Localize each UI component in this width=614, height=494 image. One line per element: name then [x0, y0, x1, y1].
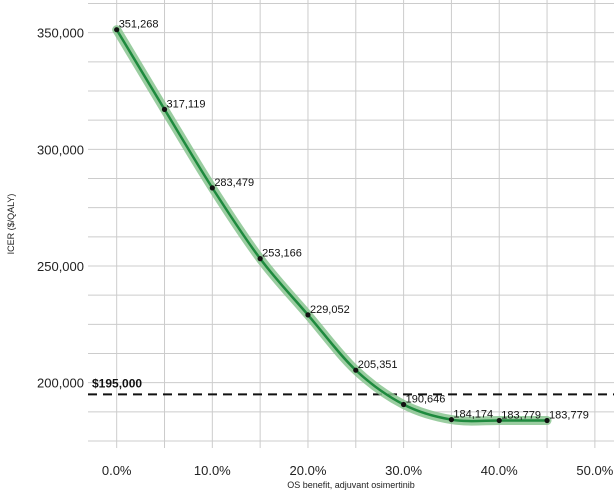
confidence-band-path [117, 30, 547, 421]
x-tick-label: 40.0% [481, 463, 518, 478]
y-tick-label: 250,000 [37, 259, 84, 274]
data-label: 229,052 [310, 304, 350, 316]
y-axis-title: ICER ($/QALY) [6, 194, 16, 255]
icer-line [117, 30, 547, 421]
y-tick-label: 200,000 [37, 376, 84, 391]
x-tick-label: 20.0% [290, 463, 327, 478]
data-label: 190,646 [406, 393, 446, 405]
data-label: 283,479 [214, 177, 254, 189]
data-label: 253,166 [262, 248, 302, 260]
threshold-label: $195,000 [92, 376, 142, 390]
y-tick-label: 300,000 [37, 142, 84, 157]
confidence-band [117, 30, 547, 421]
x-axis-title: OS benefit, adjuvant osimertinib [287, 480, 415, 490]
threshold-line-group: $195,000 [88, 376, 614, 394]
data-label: 183,779 [501, 410, 541, 422]
data-label: 184,174 [453, 409, 493, 421]
grid [88, 0, 614, 448]
data-label: 351,268 [119, 19, 159, 31]
y-tick-label: 350,000 [37, 26, 84, 41]
x-tick-label: 30.0% [385, 463, 422, 478]
icer-series [117, 30, 547, 421]
data-label: 183,779 [549, 410, 589, 422]
data-label: 317,119 [167, 98, 206, 110]
x-tick-label: 50.0% [576, 463, 613, 478]
x-tick-label: 10.0% [194, 463, 231, 478]
x-tick-label: 0.0% [102, 463, 132, 478]
data-label: 205,351 [358, 359, 398, 371]
